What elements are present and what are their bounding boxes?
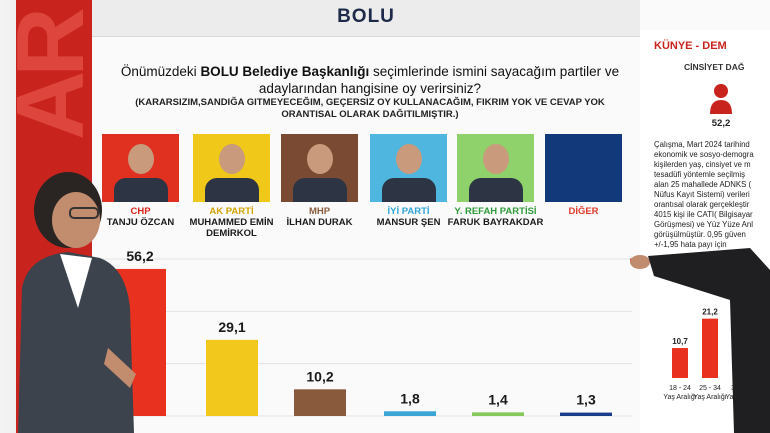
kunye-heading: KÜNYE - DEM xyxy=(654,40,727,52)
candidate-party-2: AK PARTİ xyxy=(209,206,254,217)
candidate-name-line2-2: DEMİRKOL xyxy=(206,228,257,239)
methodology-line: orantısal olarak gerçekleştir xyxy=(654,200,750,209)
age-value-label-2: 21,2 xyxy=(702,308,718,317)
candidate-head xyxy=(395,144,422,174)
candidate-photo-bg xyxy=(457,134,534,202)
methodology-line: 4015 kişi ile CATI( Bilgisayar xyxy=(654,210,753,219)
note-line2: ORANTISAL OLARAK DAĞITILMIŞTIR.) xyxy=(281,109,459,120)
question-suffix: seçimlerinde ismini sayacağım partiler v… xyxy=(369,64,620,79)
candidate-photo-bg xyxy=(370,134,447,202)
candidate-party-6: DİĞER xyxy=(568,206,599,217)
candidate-photo-bg xyxy=(281,134,358,202)
candidate-photo-6 xyxy=(545,134,622,202)
age-bar-2 xyxy=(702,318,718,378)
presenter-left xyxy=(18,172,136,433)
candidate-photo-1 xyxy=(102,134,179,202)
candidate-head xyxy=(306,144,333,174)
candidate-party-5: Y. REFAH PARTİSİ xyxy=(454,206,537,217)
age-category-label-2: 25 - 34 xyxy=(699,385,721,392)
candidate-party-4: İYİ PARTİ xyxy=(387,206,430,217)
candidate-party-3: MHP xyxy=(308,206,331,217)
title-bar: BOLU xyxy=(92,0,640,37)
age-sub-label-1: Yaş Aralığı xyxy=(663,394,696,401)
age-value-label-1: 10,7 xyxy=(672,337,688,346)
candidate-head xyxy=(218,144,245,174)
page-title: BOLU xyxy=(337,6,395,27)
candidate-photo-4 xyxy=(370,134,447,202)
candidate-suit xyxy=(204,178,259,202)
candidate-suit xyxy=(468,178,523,202)
candidate-photo-bg xyxy=(545,134,622,202)
age-category-label-1: 18 - 24 xyxy=(669,385,691,392)
candidate-suit xyxy=(113,178,168,202)
methodology-line: görüşülmüştür. 0,95 güven xyxy=(654,230,746,239)
methodology-line: +/-1,95 hata payı için xyxy=(654,240,727,249)
candidate-photo-bg xyxy=(102,134,179,202)
bar-value-label-5: 1,4 xyxy=(488,391,508,407)
methodology-text: Çalışma, Mart 2024 tarihind ekonomik ve s… xyxy=(654,140,770,250)
bar-value-label-6: 1,3 xyxy=(576,392,596,408)
note-line1: (KARARSIZIM,SANDIĞA GITMEYECEĞIM, GEÇERS… xyxy=(135,97,605,108)
candidate-head xyxy=(127,144,154,174)
candidate-head xyxy=(482,144,509,174)
candidate-name-5: FARUK BAYRAKDAR xyxy=(447,217,544,228)
candidate-name-2: MUHAMMED EMİN xyxy=(189,217,274,228)
candidate-name-1: TANJU ÖZCAN xyxy=(106,217,175,228)
banner-lettering: AR xyxy=(16,13,92,140)
female-percentage: 52,2 xyxy=(711,118,731,129)
candidate-name-4: MANSUR ŞEN xyxy=(376,217,441,228)
methodology-line: Nüfus Kayıt Sistemi) verileri xyxy=(654,190,750,199)
question-prefix: Önümüzdeki xyxy=(120,64,201,79)
age-bar-1 xyxy=(672,348,688,378)
survey-note: (KARARSIZIM,SANDIĞA GITMEYECEĞIM, GEÇERS… xyxy=(110,97,630,121)
candidate-photo-3 xyxy=(281,134,358,202)
bar-value-label-2: 29,1 xyxy=(218,319,245,335)
bar-value-label-3: 10,2 xyxy=(306,368,333,384)
presenter-right xyxy=(630,248,770,433)
bar-6 xyxy=(560,412,612,416)
candidate-photo-bg xyxy=(193,134,270,202)
candidate-photo-5 xyxy=(457,134,534,202)
question-bold: BOLU Belediye Başkanlığı xyxy=(200,64,370,79)
survey-question: Önümüzdeki BOLU Belediye Başkanlığı seçi… xyxy=(110,63,630,97)
bar-3 xyxy=(294,389,346,416)
vote-share-chart: 56,2 29,1 10,2 1,8 1,4 1,3 xyxy=(102,248,632,417)
candidate-photo-2 xyxy=(193,134,270,202)
methodology-line: alan 25 mahallede ADNKS ( xyxy=(654,180,752,189)
bar-value-label-4: 1,8 xyxy=(400,390,420,406)
methodology-line: kişilerden yaş, cinsiyet ve m xyxy=(654,160,751,169)
methodology-line: ekonomik ve sosyo-demogra xyxy=(654,150,754,159)
female-icon xyxy=(710,84,732,114)
bar-4 xyxy=(384,411,436,416)
question-line2: adaylarından hangisine oy verirsiniz? xyxy=(258,81,482,96)
methodology-line: Çalışma, Mart 2024 tarihind xyxy=(654,140,750,149)
age-sub-label-2: Yaş Aralığı xyxy=(693,394,726,401)
methodology-line: tesadüfi yöntemle seçilmiş xyxy=(654,170,746,179)
candidate-suit xyxy=(381,178,436,202)
methodology-line: Görüşmesi) ve Yüz Yüze Anl xyxy=(654,220,753,229)
gender-heading: CİNSİYET DAĞ xyxy=(684,62,745,72)
bar-value-label-1: 56,2 xyxy=(126,248,153,264)
candidate-suit xyxy=(292,178,347,202)
bar-5 xyxy=(472,412,524,416)
candidate-name-3: İLHAN DURAK xyxy=(286,217,353,228)
bar-2 xyxy=(206,339,258,416)
candidate-party-1: CHP xyxy=(130,206,151,217)
